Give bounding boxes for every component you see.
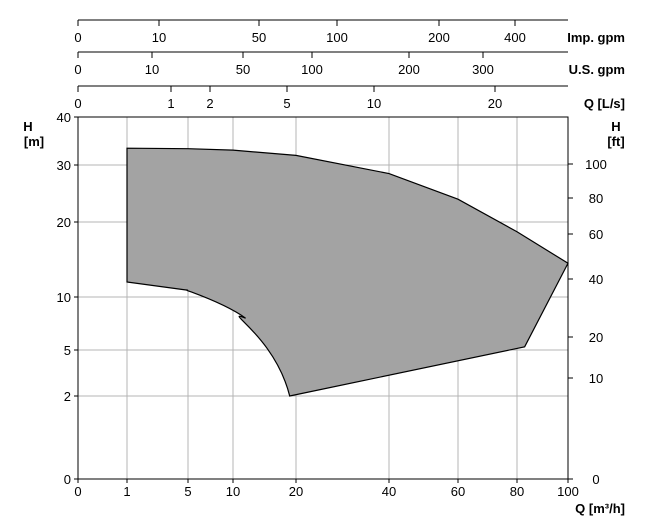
top-axis-tick-label: 10 [152,30,166,45]
y-tick-label: 20 [57,215,71,230]
x-tick-label: 10 [226,484,240,499]
top-axis-tick-label: 300 [472,62,494,77]
top-axis-tick-label: 200 [428,30,450,45]
top-axis-tick-label: 20 [488,96,502,111]
x-tick-label: 100 [557,484,579,499]
y-right-tick-label: 20 [589,330,603,345]
top-axis-tick-label: 5 [283,96,290,111]
top-axis-tick-label: 0 [74,30,81,45]
top-axis-tick-label: 100 [326,30,348,45]
x-tick-label: 40 [382,484,396,499]
y-tick-label: 5 [64,343,71,358]
top-axis-tick-label: 50 [236,62,250,77]
x-tick-label: 60 [451,484,465,499]
top-axis-tick-label: 2 [206,96,213,111]
top-axis-tick-label: 200 [398,62,420,77]
y-tick-label: 10 [57,290,71,305]
y-right-tick-label: 0 [592,472,599,487]
top-axis-tick-label: 0 [74,96,81,111]
y-axis-unit-right: [ft] [607,134,624,149]
top-axis-tick-label: 10 [367,96,381,111]
tick-labels: 0 1 5 10 20 40 60 80 100 0 2 5 10 20 30 40 0 10 20 40 60 80 10… [57,110,607,499]
top-axis-tick-label: 50 [252,30,266,45]
top-axis-tick-label: 400 [504,30,526,45]
y-right-tick-label: 80 [589,191,603,206]
y-right-tick-label: 40 [589,272,603,287]
top-axis-unit-label: Q [L/s] [584,96,625,111]
top-axis-unit-label: Imp. gpm [567,30,625,45]
y-axis-unit-left: [m] [24,134,44,149]
x-tick-label: 5 [184,484,191,499]
y-axis-label-right: H [611,119,620,134]
top-axis-tick-label: 1 [167,96,174,111]
x-axis-label: Q [m³/h] [575,501,625,516]
y-right-tick-label: 100 [585,157,607,172]
y-tick-label: 30 [57,158,71,173]
top-axis-tick-label: 100 [301,62,323,77]
y-right-tick-label: 10 [589,371,603,386]
y-axis-label-left: H [23,119,32,134]
x-tick-label: 80 [510,484,524,499]
x-tick-label: 1 [123,484,130,499]
y-tick-label: 40 [57,110,71,125]
performance-envelope [126,147,569,397]
top-axis-unit-label: U.S. gpm [569,62,625,77]
top-axis-tick-label: 0 [74,62,81,77]
y-right-tick-label: 60 [589,227,603,242]
x-tick-label: 20 [289,484,303,499]
y-tick-label: 0 [64,472,71,487]
x-tick-label: 0 [74,484,81,499]
y-tick-label: 2 [64,389,71,404]
top-axis-tick-label: 10 [145,62,159,77]
plot-frame [77,116,569,480]
